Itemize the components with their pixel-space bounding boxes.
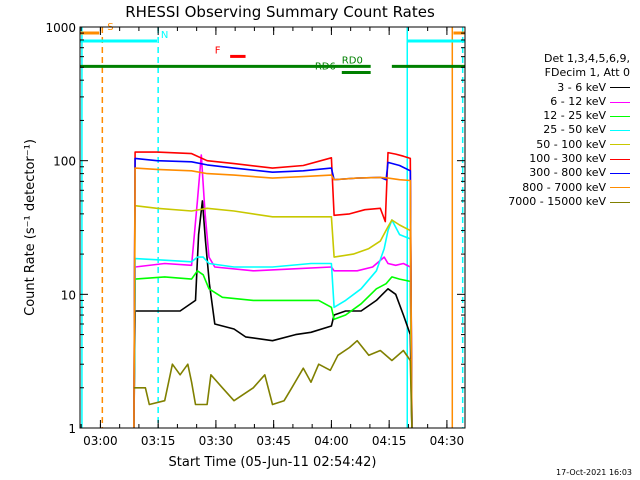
legend-swatch xyxy=(610,201,630,203)
legend-entries: 3 - 6 keV 6 - 12 keV 12 - 25 keV 25 - 50 ke… xyxy=(480,81,630,210)
x-tick-label-5: 04:15 xyxy=(372,434,407,448)
legend-swatch xyxy=(610,158,630,160)
legend-label: 25 - 50 keV xyxy=(543,123,606,137)
legend-label: 7000 - 15000 keV xyxy=(508,194,606,208)
legend-swatch xyxy=(610,173,630,175)
series-line-7 xyxy=(133,167,413,429)
legend-label: 50 - 100 keV xyxy=(536,137,606,151)
legend-entry: 25 - 50 keV xyxy=(480,123,630,137)
legend-swatch xyxy=(610,187,630,189)
legend: Det 1,3,4,5,6,9, FDecim 1, Att 0 3 - 6 k… xyxy=(480,52,630,209)
x-tick-label-4: 04:00 xyxy=(314,434,349,448)
vertical-lines xyxy=(81,27,464,428)
flag-label-4: RD6 xyxy=(315,61,336,72)
axis-ticks: 03:00 03:15 03:30 03:45 04:00 04:15 04:30 1 10 10… xyxy=(45,21,465,448)
generation-timestamp: 17-Oct-2021 16:03 xyxy=(556,468,632,477)
legend-swatch xyxy=(610,87,630,89)
x-tick-label-3: 03:45 xyxy=(256,434,291,448)
legend-entry: 300 - 800 keV xyxy=(480,166,630,180)
legend-swatch xyxy=(610,101,630,103)
flag-label-3: RD0 xyxy=(342,55,363,66)
y-tick-label-3: 1000 xyxy=(45,21,76,35)
x-tick-label-0: 03:00 xyxy=(83,434,118,448)
legend-entry: 800 - 7000 keV xyxy=(480,181,630,195)
chart-title: RHESSI Observing Summary Count Rates xyxy=(125,3,435,21)
series-line-5 xyxy=(133,151,413,429)
legend-entry: 50 - 100 keV xyxy=(480,138,630,152)
legend-swatch xyxy=(610,115,630,117)
x-tick-label-2: 03:30 xyxy=(199,434,234,448)
legend-entry: 3 - 6 keV xyxy=(480,81,630,95)
y-tick-label-1: 10 xyxy=(61,288,76,302)
legend-swatch xyxy=(610,144,630,146)
flag-label-1: N xyxy=(161,30,168,41)
legend-header-line-1: Det 1,3,4,5,6,9, xyxy=(543,52,630,65)
series-line-3 xyxy=(133,219,413,429)
series-lines xyxy=(133,151,413,429)
x-tick-label-6: 04:30 xyxy=(430,434,465,448)
flag-bars: S N F RD0 RD6 xyxy=(80,22,465,74)
y-axis-label: Count Rate (s⁻¹ detector⁻¹) xyxy=(23,139,38,316)
legend-entry: 12 - 25 keV xyxy=(480,109,630,123)
series-line-4 xyxy=(133,204,413,429)
y-tick-label-2: 100 xyxy=(53,155,76,169)
legend-label: 3 - 6 keV xyxy=(557,80,606,94)
x-axis-label: Start Time (05-Jun-11 02:54:42) xyxy=(169,455,377,470)
series-line-2 xyxy=(133,270,413,429)
series-line-6 xyxy=(133,157,413,429)
plot-frame xyxy=(79,26,466,429)
legend-header-line-2: FDecim 1, Att 0 xyxy=(544,66,630,80)
legend-label: 800 - 7000 keV xyxy=(522,180,606,194)
flag-label-0: S xyxy=(107,22,113,33)
legend-entry: 7000 - 15000 keV xyxy=(480,195,630,209)
series-line-8 xyxy=(133,339,413,429)
legend-entry: 6 - 12 keV xyxy=(480,95,630,109)
legend-entry: 100 - 300 keV xyxy=(480,152,630,166)
legend-swatch xyxy=(610,130,630,132)
y-tick-label-0: 1 xyxy=(68,422,76,436)
legend-label: 6 - 12 keV xyxy=(550,94,606,108)
series-line-0 xyxy=(133,200,413,429)
legend-label: 12 - 25 keV xyxy=(543,109,606,123)
x-tick-label-1: 03:15 xyxy=(141,434,176,448)
legend-label: 300 - 800 keV xyxy=(529,166,606,180)
legend-label: 100 - 300 keV xyxy=(529,152,606,166)
flag-label-2: F xyxy=(215,45,221,56)
series-line-1 xyxy=(133,154,413,429)
